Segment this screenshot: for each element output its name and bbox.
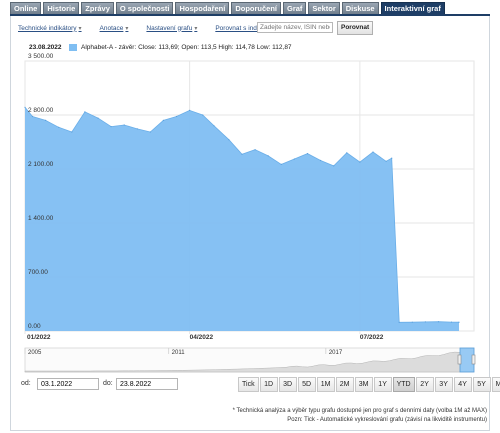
x-tick-label: 04/2022 xyxy=(189,334,214,341)
x-tick-label: 07/2022 xyxy=(359,334,384,341)
zoom-3y-button[interactable]: 3Y xyxy=(434,377,453,392)
y-tick-label: 1 400.00 xyxy=(28,215,54,222)
y-tick-label: 700.00 xyxy=(28,269,48,276)
zoom-max-button[interactable]: Max xyxy=(491,377,500,392)
to-label: do: xyxy=(103,380,113,387)
to-date-input[interactable] xyxy=(116,378,178,390)
tab-online[interactable]: Online xyxy=(10,2,42,15)
tab-sektor[interactable]: Sektor xyxy=(308,2,340,15)
note-line-1: * Technická analýza a výběr typu grafu d… xyxy=(232,408,487,414)
note-line-2: Pozn: Tick - Automatické vykreslování gr… xyxy=(287,417,487,423)
zoom-buttons: Tick1D3D5D1M2M3M1YYTD2Y3Y4Y5YMax xyxy=(238,377,500,392)
zoom-1d-button[interactable]: 1D xyxy=(259,377,278,392)
tab-zprávy[interactable]: Zprávy xyxy=(81,2,114,15)
settings-dropdown[interactable]: Nastavení grafu ▾ xyxy=(146,25,197,32)
from-label: od: xyxy=(21,380,31,387)
navigator-year-label: 2017 xyxy=(328,350,343,356)
annotation-label: Anotace xyxy=(99,24,124,32)
zoom-ytd-button[interactable]: YTD xyxy=(392,377,415,392)
settings-label: Nastavení grafu xyxy=(146,24,193,32)
annotation-dropdown[interactable]: Anotace ▾ xyxy=(100,25,129,32)
zoom-3d-button[interactable]: 3D xyxy=(278,377,297,392)
chevron-down-icon: ▾ xyxy=(78,25,82,32)
from-date-input[interactable] xyxy=(37,378,99,390)
chart-toolbar: Technické indikátory ▾ Anotace ▾ Nastavení… xyxy=(18,21,296,35)
zoom-2m-button[interactable]: 2M xyxy=(335,377,354,392)
tab-historie[interactable]: Historie xyxy=(43,2,80,15)
indicators-dropdown[interactable]: Technické indikátory ▾ xyxy=(18,25,82,32)
zoom-5y-button[interactable]: 5Y xyxy=(472,377,491,392)
y-tick-label: 2 800.00 xyxy=(28,107,54,114)
tab-o-společnosti[interactable]: O společnosti xyxy=(115,2,174,15)
zoom-3m-button[interactable]: 3M xyxy=(354,377,373,392)
tab-underline xyxy=(10,14,490,16)
legend-swatch xyxy=(69,44,77,51)
tabs: Online Historie Zprávy O společnosti Hospoda… xyxy=(10,2,445,15)
navigator-year-label: 2005 xyxy=(28,350,42,356)
chevron-down-icon: ▾ xyxy=(194,25,198,32)
zoom-tick-button[interactable]: Tick xyxy=(238,377,259,392)
chart-date: 23.08.2022 xyxy=(29,44,62,51)
x-tick-label: 01/2022 xyxy=(27,334,51,341)
y-tick-label: 3 500.00 xyxy=(28,53,54,60)
navigator-year-label: 2011 xyxy=(171,350,185,356)
content-frame xyxy=(10,16,490,431)
legend-text: Alphabet-A - závěr: Close: 113,69; Open:… xyxy=(81,44,292,51)
zoom-5d-button[interactable]: 5D xyxy=(297,377,316,392)
zoom-4y-button[interactable]: 4Y xyxy=(453,377,472,392)
zoom-1m-button[interactable]: 1M xyxy=(316,377,335,392)
zoom-2y-button[interactable]: 2Y xyxy=(415,377,434,392)
y-tick-label: 0.00 xyxy=(28,323,41,330)
search-input[interactable] xyxy=(257,22,333,33)
tab-doporučení[interactable]: Doporučení xyxy=(231,2,281,15)
compare-index-label: Porovnat s indexem xyxy=(215,24,273,32)
compare-button[interactable]: Porovnat xyxy=(337,21,374,35)
zoom-1y-button[interactable]: 1Y xyxy=(373,377,392,392)
chart-legend[interactable]: Alphabet-A - závěr: Close: 113,69; Open:… xyxy=(69,44,292,51)
indicators-label: Technické indikátory xyxy=(18,24,77,32)
tab-diskuse[interactable]: Diskuse xyxy=(341,2,379,15)
chevron-down-icon: ▾ xyxy=(125,25,129,32)
tab-hospodaření[interactable]: Hospodaření xyxy=(175,2,230,15)
tab-graf[interactable]: Graf xyxy=(283,2,307,15)
y-tick-label: 2 100.00 xyxy=(28,161,54,168)
tab-interaktivní-graf[interactable]: Interaktivní graf xyxy=(380,2,445,15)
tab-bar: Online Historie Zprávy O společnosti Hospoda… xyxy=(0,0,500,15)
